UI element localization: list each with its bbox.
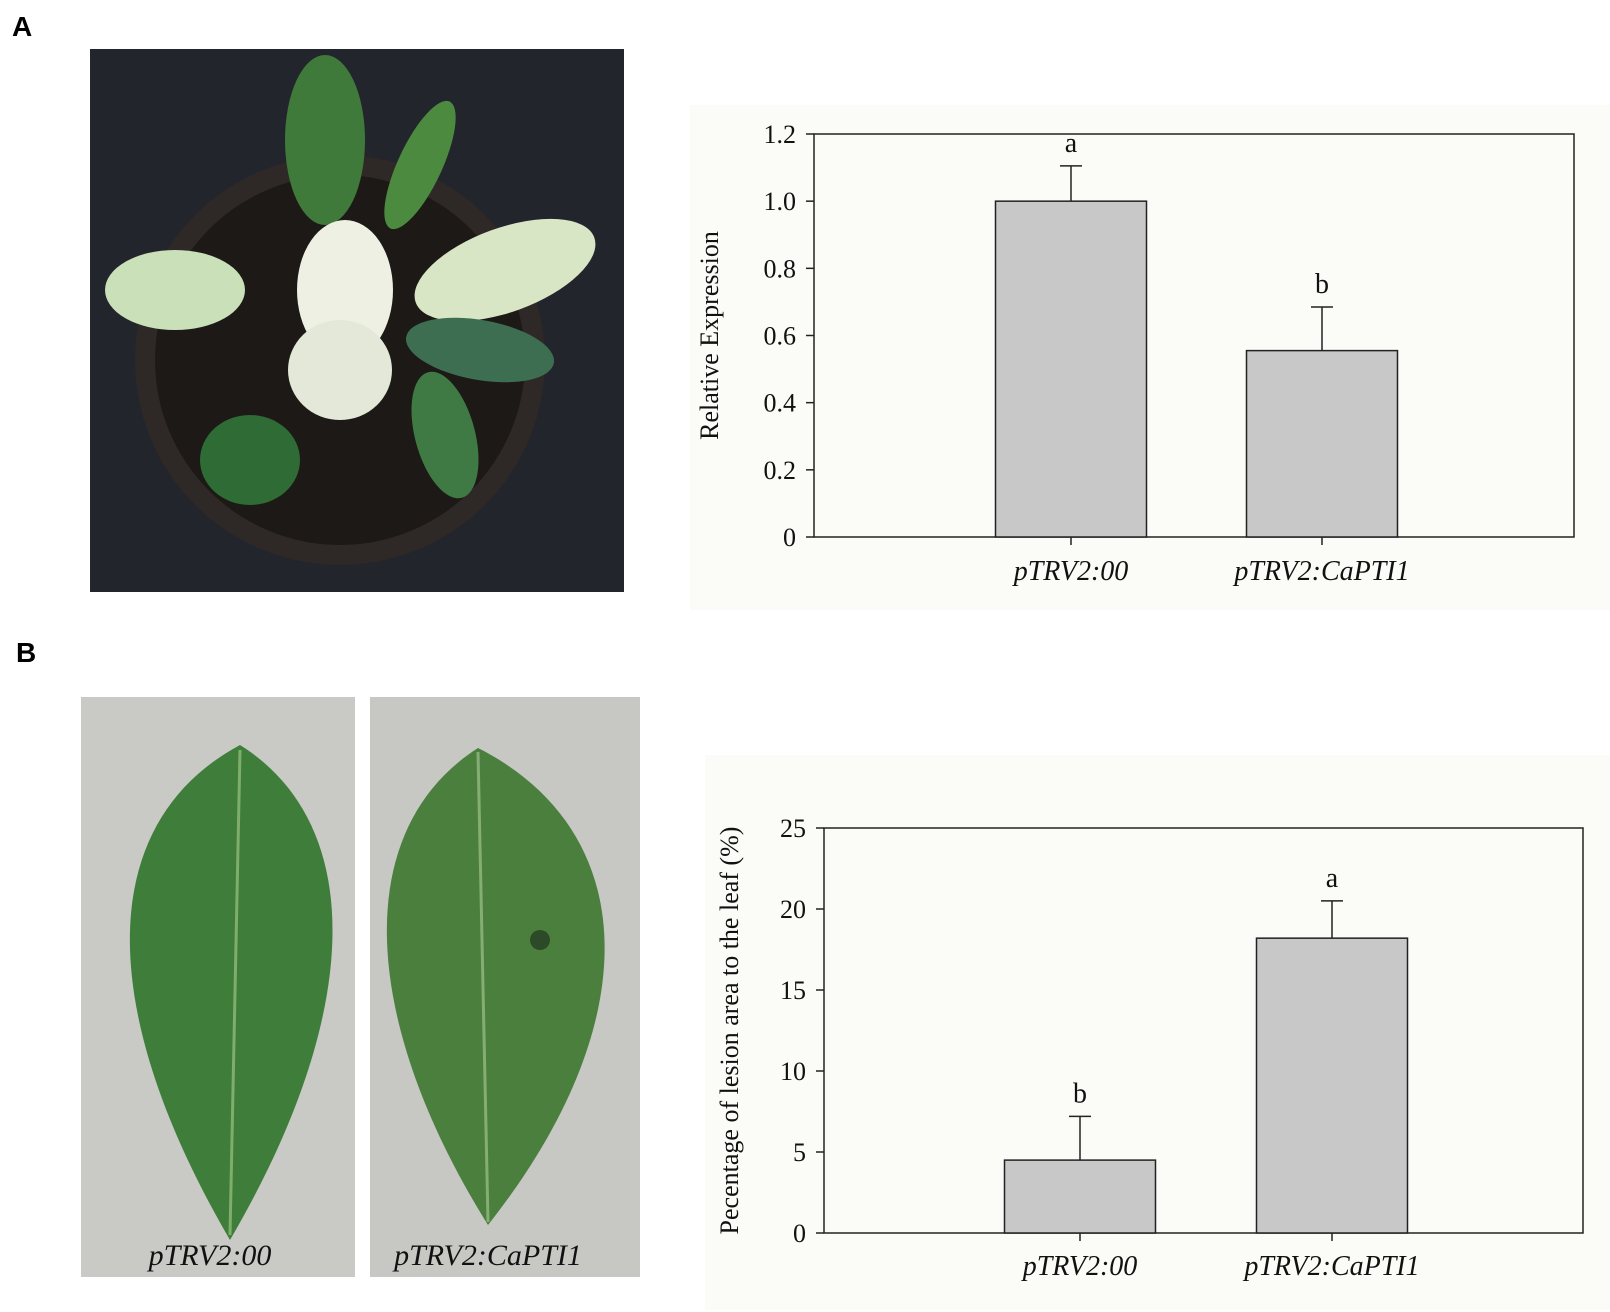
x-tick-label: pTRV2:00	[1021, 1251, 1138, 1282]
panel-label: B	[16, 637, 36, 668]
y-tick-label: 0	[793, 1219, 806, 1248]
bar	[1245, 349, 1399, 538]
photo-caption: pTRV2:CaPTI1	[392, 1239, 582, 1272]
leaf-photo	[370, 697, 640, 1277]
y-axis-label: Relative Expression	[695, 231, 724, 440]
x-tick-label: pTRV2:CaPTI1	[1232, 556, 1409, 587]
y-axis-label: Pecentage of lesion area to the leaf (%)	[715, 827, 744, 1235]
y-tick-label: 0.6	[764, 322, 797, 351]
y-tick-label: 10	[780, 1057, 806, 1086]
bar	[994, 200, 1148, 538]
x-tick-label: pTRV2:00	[1012, 556, 1129, 587]
y-tick-label: 15	[780, 976, 806, 1005]
significance-letter: a	[1065, 128, 1078, 159]
leaf-photo	[81, 697, 355, 1277]
plant-photo	[90, 49, 624, 592]
bar	[1003, 1159, 1157, 1234]
bar	[1255, 937, 1409, 1234]
y-tick-label: 25	[780, 814, 806, 843]
y-tick-label: 1.0	[764, 187, 797, 216]
y-tick-label: 0.4	[764, 389, 797, 418]
y-tick-label: 5	[793, 1138, 806, 1167]
photo-caption: pTRV2:00	[147, 1239, 272, 1272]
y-tick-label: 20	[780, 895, 806, 924]
chart-background	[690, 105, 1610, 610]
significance-letter: b	[1073, 1078, 1087, 1109]
plot-frame	[823, 827, 1584, 1234]
y-tick-label: 1.2	[764, 120, 797, 149]
y-tick-label: 0.8	[764, 254, 797, 283]
y-tick-label: 0	[783, 523, 796, 552]
significance-letter: a	[1326, 863, 1339, 894]
significance-letter: b	[1315, 269, 1329, 300]
x-tick-label: pTRV2:CaPTI1	[1242, 1251, 1419, 1282]
chart-background	[705, 755, 1610, 1310]
panel-label: A	[12, 11, 32, 42]
y-tick-label: 0.2	[764, 456, 797, 485]
